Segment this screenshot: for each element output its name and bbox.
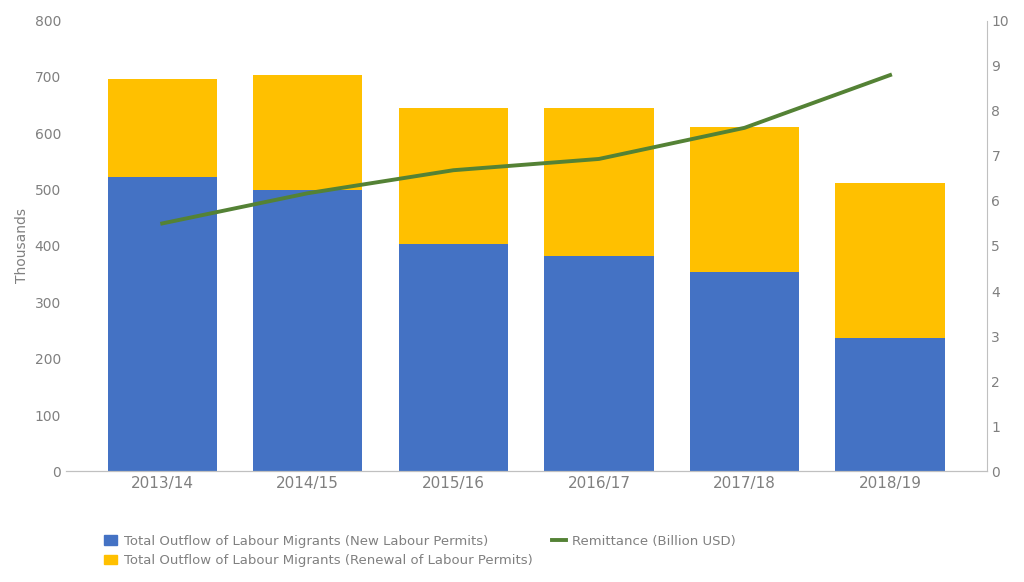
Bar bbox=[398, 244, 508, 471]
Remittance (Billion USD) bbox=[156, 220, 168, 227]
Bar bbox=[545, 108, 653, 256]
Bar bbox=[108, 177, 217, 471]
Y-axis label: Thousands: Thousands bbox=[15, 208, 29, 283]
Legend: Total Outflow of Labour Migrants (New Labour Permits), Total Outflow of Labour M: Total Outflow of Labour Migrants (New La… bbox=[98, 530, 741, 573]
Bar bbox=[690, 272, 799, 471]
Bar bbox=[398, 108, 508, 244]
Bar bbox=[545, 256, 653, 471]
Remittance (Billion USD) bbox=[738, 125, 751, 132]
Bar bbox=[836, 338, 945, 471]
Bar bbox=[253, 190, 362, 471]
Bar bbox=[253, 74, 362, 190]
Remittance (Billion USD) bbox=[593, 155, 605, 162]
Remittance (Billion USD) bbox=[884, 72, 896, 79]
Bar bbox=[836, 183, 945, 338]
Remittance (Billion USD) bbox=[302, 190, 314, 197]
Line: Remittance (Billion USD): Remittance (Billion USD) bbox=[162, 75, 890, 223]
Remittance (Billion USD) bbox=[447, 166, 460, 173]
Bar bbox=[108, 79, 217, 177]
Bar bbox=[690, 127, 799, 272]
